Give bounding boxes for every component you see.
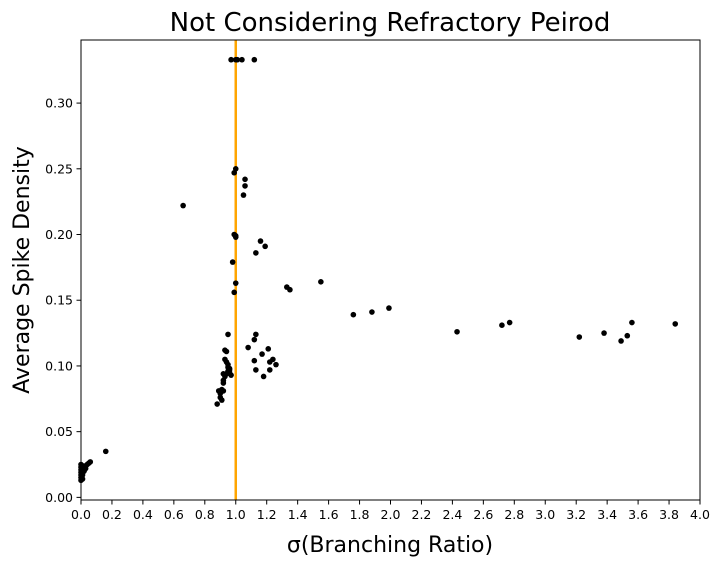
data-point-23: [350, 311, 357, 318]
y-tick-label: 0.25: [45, 161, 73, 176]
data-point-33: [629, 319, 635, 326]
data-point-37: [251, 336, 258, 343]
y-axis-ticks: 0.00 0.05 0.10 0.15 0.20 0.25 0.30: [45, 96, 81, 505]
data-point-8: [242, 183, 248, 189]
data-point-31: [618, 338, 624, 344]
y-tick-label: 0.30: [45, 96, 73, 111]
data-point-71: [102, 448, 109, 455]
data-point-21: [287, 286, 293, 293]
y-axis-label: Average Spike Density: [10, 146, 35, 394]
data-point-18: [318, 279, 324, 285]
data-point-35: [225, 331, 231, 338]
data-point-10: [180, 202, 186, 209]
y-tick-label: 0.15: [45, 293, 73, 308]
x-tick-label: 0.0: [71, 507, 91, 522]
data-point-32: [624, 332, 631, 339]
data-point-46: [266, 367, 273, 373]
data-points-layer: [78, 56, 679, 484]
data-point-0: [228, 56, 234, 63]
x-tick-label: 0.2: [102, 507, 122, 522]
x-tick-label: 2.0: [381, 507, 401, 522]
x-tick-label: 3.6: [628, 507, 648, 522]
data-point-7: [242, 176, 248, 183]
data-point-42: [266, 359, 273, 365]
x-tick-label: 1.6: [319, 507, 339, 522]
data-point-3: [239, 56, 245, 63]
data-point-40: [259, 351, 265, 357]
x-tick-label: 2.4: [442, 507, 462, 522]
data-point-69: [214, 401, 220, 407]
x-tick-label: 0.6: [164, 507, 184, 522]
chart-title: Not Considering Refractory Peirod: [170, 8, 611, 38]
data-point-34: [672, 321, 679, 327]
data-point-13: [232, 234, 239, 240]
x-tick-label: 3.2: [566, 507, 586, 522]
data-point-25: [386, 305, 392, 311]
data-point-56: [228, 372, 234, 378]
data-point-24: [369, 309, 375, 315]
data-point-63: [220, 380, 227, 386]
data-point-26: [454, 328, 460, 335]
data-point-70: [220, 388, 227, 394]
x-tick-label: 0.4: [133, 507, 153, 522]
data-point-91: [82, 465, 89, 472]
x-tick-label: 1.4: [288, 507, 308, 522]
x-tick-label: 1.0: [226, 507, 246, 522]
data-point-47: [260, 373, 267, 380]
data-point-6: [231, 169, 237, 176]
x-tick-label: 4.0: [690, 507, 710, 522]
y-tick-label: 0.20: [45, 227, 73, 242]
x-axis-ticks: 0.0 0.2 0.4 0.6 0.8 1.0 1.2 1.4 1.6 1.8 2.0 2.2 2.4 2…: [71, 500, 710, 522]
data-point-45: [253, 367, 259, 373]
x-axis-label: σ(Branching Ratio): [287, 533, 493, 558]
x-tick-label: 1.8: [350, 507, 370, 522]
data-point-14: [257, 238, 264, 244]
y-tick-label: 0.00: [45, 490, 73, 505]
data-point-22: [231, 289, 237, 296]
data-point-2: [234, 56, 241, 63]
plot-frame: [80, 39, 701, 501]
x-tick-label: 2.2: [412, 507, 432, 522]
data-point-9: [240, 192, 247, 198]
data-point-4: [251, 56, 258, 63]
data-point-17: [229, 259, 236, 265]
y-tick-label: 0.05: [45, 424, 73, 439]
x-tick-label: 2.8: [504, 507, 524, 522]
data-point-61: [223, 371, 230, 377]
data-point-27: [499, 322, 505, 329]
x-tick-label: 1.2: [257, 507, 277, 522]
data-point-29: [576, 334, 583, 340]
data-point-36: [253, 331, 259, 338]
data-point-38: [245, 344, 251, 351]
x-tick-label: 3.4: [597, 507, 617, 522]
x-tick-label: 2.6: [473, 507, 493, 522]
data-point-16: [253, 250, 259, 256]
x-tick-label: 3.8: [659, 507, 679, 522]
data-point-19: [232, 280, 239, 286]
data-point-68: [219, 397, 225, 403]
data-point-39: [265, 346, 272, 352]
data-point-43: [251, 357, 258, 364]
data-point-49: [223, 348, 230, 355]
data-point-30: [601, 330, 607, 336]
data-point-15: [262, 243, 268, 250]
x-tick-label: 0.8: [195, 507, 215, 522]
x-tick-label: 3.0: [535, 507, 555, 522]
data-point-28: [506, 319, 513, 326]
y-tick-label: 0.10: [45, 358, 73, 373]
data-point-44: [273, 361, 279, 368]
